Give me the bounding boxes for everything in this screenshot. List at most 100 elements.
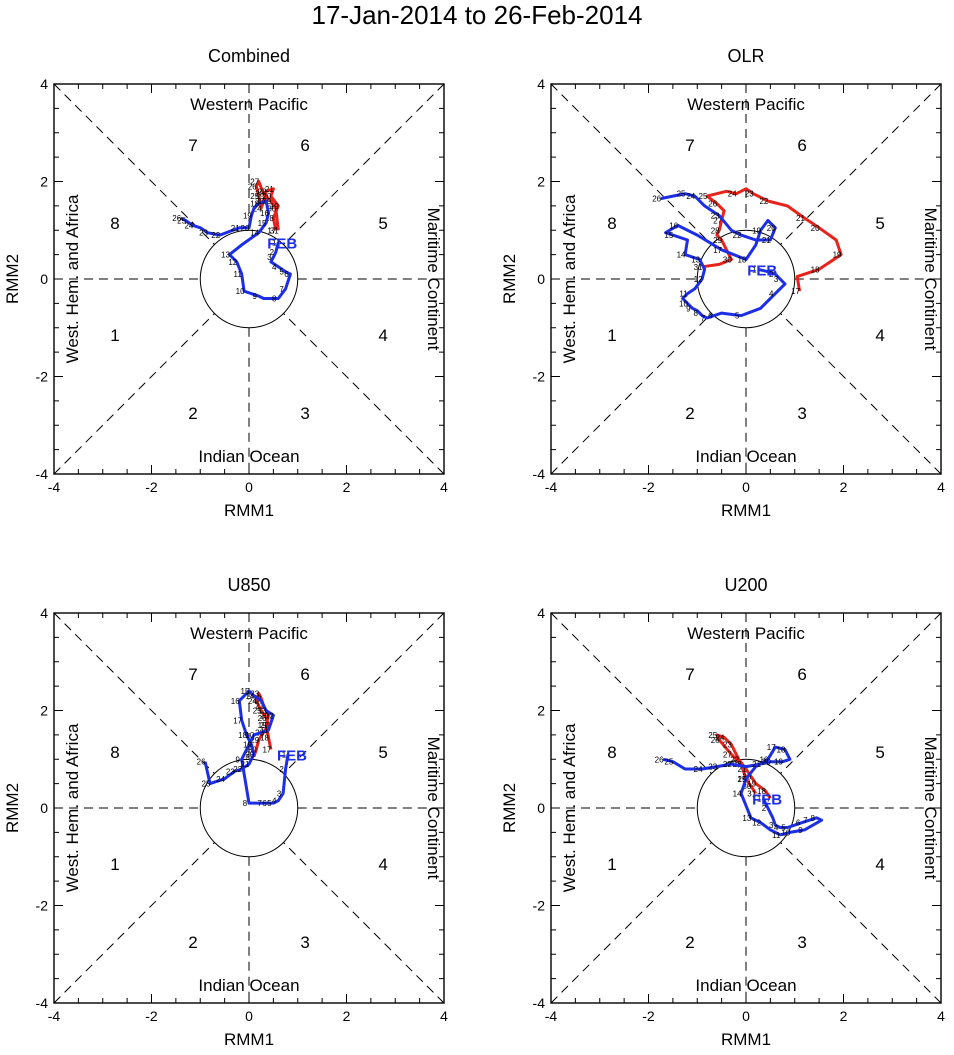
day-label: 31 <box>694 263 703 272</box>
panel-title: U200 <box>724 575 767 595</box>
day-label: 3 <box>277 789 282 798</box>
y-tick-label: 2 <box>537 174 545 190</box>
phase-divider <box>283 612 445 774</box>
unit-circle <box>696 758 796 858</box>
region-label-east: Maritime Continent <box>921 737 940 880</box>
day-label: 17 <box>267 226 276 235</box>
phase-number-2: 2 <box>188 933 197 952</box>
day-label: 25 <box>250 192 259 201</box>
region-label-north: Western Pacific <box>687 624 805 643</box>
day-label: 17 <box>713 246 722 255</box>
day-label: 1 <box>282 750 287 759</box>
day-label: 20 <box>241 224 250 233</box>
region-label-north: Western Pacific <box>687 95 805 114</box>
y-axis-label: RMM2 <box>500 254 519 304</box>
day-label: 21 <box>241 760 250 769</box>
day-label: 19 <box>774 758 783 767</box>
phase-number-3: 3 <box>797 404 806 423</box>
day-label: 6 <box>262 799 267 808</box>
day-label: 19 <box>747 780 756 789</box>
day-label: 9 <box>235 755 240 764</box>
y-tick-label: 2 <box>40 174 48 190</box>
day-label: 23 <box>708 763 717 772</box>
day-label: 17 <box>233 716 242 725</box>
phase-number-3: 3 <box>797 933 806 952</box>
day-label: 2 <box>279 765 284 774</box>
phase-number-6: 6 <box>300 136 309 155</box>
y-tick-label: -2 <box>36 369 49 385</box>
day-label: 8 <box>272 295 277 304</box>
region-label-east: Maritime Continent <box>424 737 443 880</box>
day-label: 20 <box>260 711 269 720</box>
series-line-january <box>701 187 843 292</box>
phase-divider <box>780 842 942 1004</box>
day-label: 1 <box>272 238 277 247</box>
y-axis-label: RMM2 <box>3 783 22 833</box>
unit-circle <box>199 229 299 329</box>
x-tick-label: 0 <box>742 479 750 495</box>
day-label: 30 <box>723 256 732 265</box>
phase-number-5: 5 <box>378 214 387 233</box>
y-tick-label: 2 <box>537 703 545 719</box>
day-label: 9 <box>798 826 803 835</box>
phase-number-6: 6 <box>797 136 806 155</box>
day-label: 14 <box>245 692 254 701</box>
day-label: 5 <box>781 824 786 833</box>
day-label: 20 <box>262 192 271 201</box>
phase-number-8: 8 <box>607 743 616 762</box>
x-tick-label: -2 <box>145 479 158 495</box>
day-label: 13 <box>742 814 751 823</box>
day-label: 18 <box>811 265 820 274</box>
phase-number-7: 7 <box>685 665 694 684</box>
phase-divider <box>550 313 712 475</box>
x-axis-label: RMM1 <box>224 501 274 520</box>
day-label: 24 <box>253 204 262 213</box>
day-label: 15 <box>664 231 673 240</box>
day-label: 19 <box>258 721 267 730</box>
phase-number-1: 1 <box>607 326 616 345</box>
figure-title: 17-Jan-2014 to 26-Feb-2014 <box>311 0 643 30</box>
day-label: 27 <box>260 721 269 730</box>
day-label: 21 <box>762 236 771 245</box>
day-label: 16 <box>260 209 269 218</box>
region-label-west: West. Hem. and Africa <box>63 723 82 892</box>
x-tick-label: -2 <box>145 1008 158 1024</box>
day-label: 23 <box>711 212 720 221</box>
day-label: 15 <box>241 687 250 696</box>
day-label: 14 <box>733 789 742 798</box>
day-label: 24 <box>248 697 257 706</box>
day-label: 5 <box>735 312 740 321</box>
x-tick-label: -4 <box>545 479 558 495</box>
phase-divider <box>780 313 942 475</box>
day-label: 7 <box>803 816 808 825</box>
y-tick-label: 2 <box>40 703 48 719</box>
x-tick-label: 0 <box>245 479 253 495</box>
day-label: 7 <box>257 799 262 808</box>
day-label: 3 <box>774 275 779 284</box>
day-label: 4 <box>272 797 277 806</box>
day-label: 26 <box>711 736 720 745</box>
series-line-january <box>715 733 772 800</box>
day-label: 2 <box>769 270 774 279</box>
x-tick-label: -2 <box>642 1008 655 1024</box>
x-tick-label: 2 <box>840 1008 848 1024</box>
day-label: 21 <box>752 760 761 769</box>
day-label: 21 <box>265 185 274 194</box>
day-label: 29 <box>250 736 259 745</box>
month-start-label: FEB <box>267 235 297 252</box>
day-label: 6 <box>284 270 289 279</box>
day-label: 16 <box>669 221 678 230</box>
y-tick-label: -4 <box>36 466 49 482</box>
day-label: 29 <box>738 775 747 784</box>
day-label: 13 <box>221 251 230 260</box>
day-label: 30 <box>742 782 751 791</box>
day-label: 3 <box>769 821 774 830</box>
phase-number-5: 5 <box>875 214 884 233</box>
y-tick-label: -2 <box>533 369 546 385</box>
day-label: 6 <box>708 312 713 321</box>
region-label-south: Indian Ocean <box>695 447 796 466</box>
day-label: 29 <box>713 236 722 245</box>
day-label: 24 <box>716 733 725 742</box>
day-label: 23 <box>226 767 235 776</box>
